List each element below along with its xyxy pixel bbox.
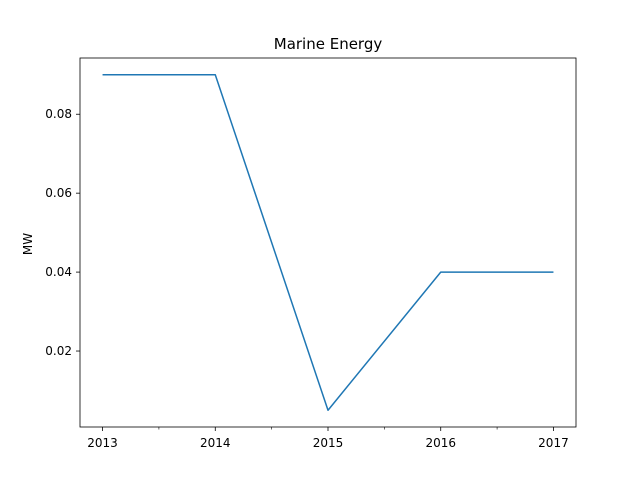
x-tick-label: 2014 (200, 436, 231, 450)
x-tick-label: 2015 (313, 436, 344, 450)
y-axis-label: MW (21, 233, 35, 255)
x-tick-label: 2017 (538, 436, 569, 450)
x-tick-label: 2013 (87, 436, 118, 450)
y-tick-label: 0.04 (45, 265, 72, 279)
y-tick-label: 0.02 (45, 344, 72, 358)
y-tick-label: 0.08 (45, 107, 72, 121)
plot-area: 2013 2014 2015 2016 2017 0.02 0.04 0.06 0.08 (45, 57, 577, 450)
y-tick-label: 0.06 (45, 186, 72, 200)
series-line (102, 74, 554, 411)
chart-title: Marine Energy (274, 35, 383, 53)
x-tick-label: 2016 (425, 436, 456, 450)
